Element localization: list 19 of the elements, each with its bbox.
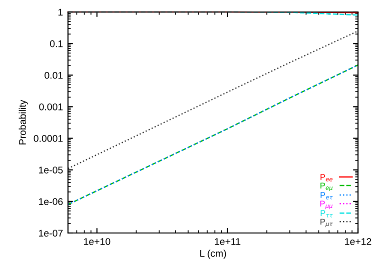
y-axis-title: Probability [18,100,28,144]
legend-label: P$_{eμ}$ [320,182,333,192]
x-axis-title: L (cm) [200,250,226,259]
legend-label: P$_{μτ}$ [320,218,333,228]
x-tick-label: 1e+12 [345,238,372,245]
y-tick-label: 0.0001 [34,135,63,142]
y-tick-label: 0.01 [44,72,63,79]
y-tick-label: 1e-07 [39,230,63,237]
y-tick-label: 0.001 [39,103,63,110]
legend-label: P$_{ττ}$ [320,210,333,218]
y-tick-label: 1 [58,8,63,16]
legend-label: P$_{ee}$ [320,174,332,182]
legend-label: P$_{eτ}$ [320,192,333,200]
y-tick-label: 0.1 [50,40,63,48]
x-tick-label: 1e+11 [214,238,240,245]
legend-label: P$_{μμ}$ [320,200,332,210]
y-tick-label: 1e-06 [39,198,63,206]
x-tick-label: 1e+10 [84,238,110,245]
y-tick-label: 1e-05 [39,166,63,174]
